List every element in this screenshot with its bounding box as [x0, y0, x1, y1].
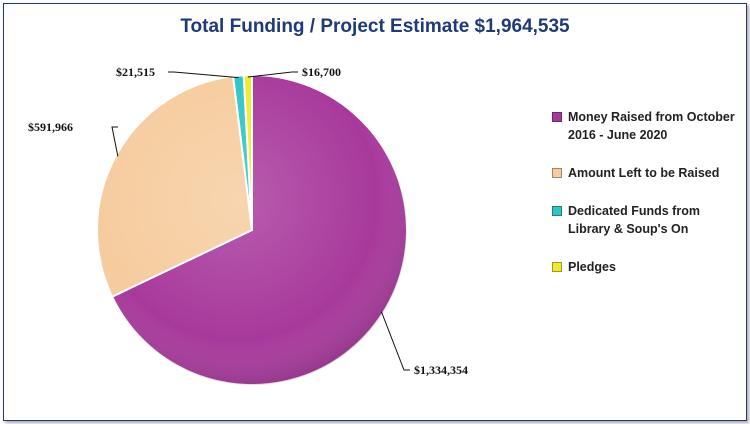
legend: Money Raised from October 2016 - June 20… [552, 108, 742, 296]
leader-line-pledges [247, 71, 298, 78]
leader-line-amount-left [111, 126, 119, 157]
data-label-money-raised: $1,334,354 [414, 363, 468, 377]
legend-swatch [552, 168, 562, 178]
legend-label: Money Raised from October 2016 - June 20… [568, 110, 735, 142]
legend-swatch [552, 206, 562, 216]
legend-label: Dedicated Funds from Library & Soup's On [568, 204, 700, 236]
data-label-amount-left: $591,966 [28, 120, 73, 134]
legend-swatch [552, 112, 562, 122]
chart-title: Total Funding / Project Estimate $1,964,… [180, 16, 570, 37]
legend-item-pledges: Pledges [552, 258, 742, 276]
leader-line-money-raised [380, 311, 410, 371]
legend-item-amount-left: Amount Left to be Raised [552, 164, 742, 182]
legend-label: Amount Left to be Raised [568, 166, 720, 180]
legend-label: Pledges [568, 260, 616, 274]
data-label-pledges: $16,700 [302, 65, 341, 79]
data-label-dedicated-funds: $21,515 [116, 65, 155, 79]
legend-swatch [552, 262, 562, 272]
legend-item-money-raised: Money Raised from October 2016 - June 20… [552, 108, 742, 144]
leader-line-dedicated-funds [168, 71, 239, 79]
legend-item-dedicated-funds: Dedicated Funds from Library & Soup's On [552, 202, 742, 238]
